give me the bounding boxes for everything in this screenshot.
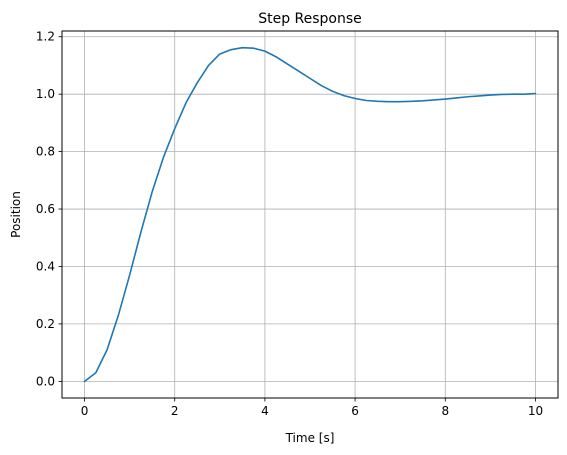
x-axis-title: Time [s] bbox=[285, 431, 335, 445]
x-tick-label: 4 bbox=[261, 404, 269, 418]
x-tick-label: 10 bbox=[528, 404, 543, 418]
chart-title: Step Response bbox=[258, 11, 362, 27]
y-tick-label: 0.4 bbox=[36, 259, 55, 273]
y-tick-label: 1.0 bbox=[36, 87, 55, 101]
plot-area bbox=[62, 31, 558, 398]
y-axis-ticks: 0.0 0.2 0.4 0.6 0.8 1.0 1.2 bbox=[36, 30, 62, 388]
y-tick-label: 0.6 bbox=[36, 202, 55, 216]
y-tick-label: 0.8 bbox=[36, 145, 55, 159]
x-tick-label: 0 bbox=[81, 404, 89, 418]
x-tick-label: 2 bbox=[171, 404, 179, 418]
series-layer bbox=[83, 46, 537, 383]
x-tick-label: 8 bbox=[441, 404, 449, 418]
plot-frame bbox=[61, 30, 559, 399]
y-axis-title: Position bbox=[9, 191, 23, 238]
grid-lines bbox=[62, 31, 558, 398]
y-tick-label: 0.2 bbox=[36, 317, 55, 331]
x-axis-ticks: 0 2 4 6 8 10 bbox=[81, 398, 543, 418]
y-tick-label: 0.0 bbox=[36, 374, 55, 388]
y-tick-label: 1.2 bbox=[36, 30, 55, 44]
step-response-line bbox=[83, 46, 537, 383]
x-tick-label: 6 bbox=[351, 404, 359, 418]
